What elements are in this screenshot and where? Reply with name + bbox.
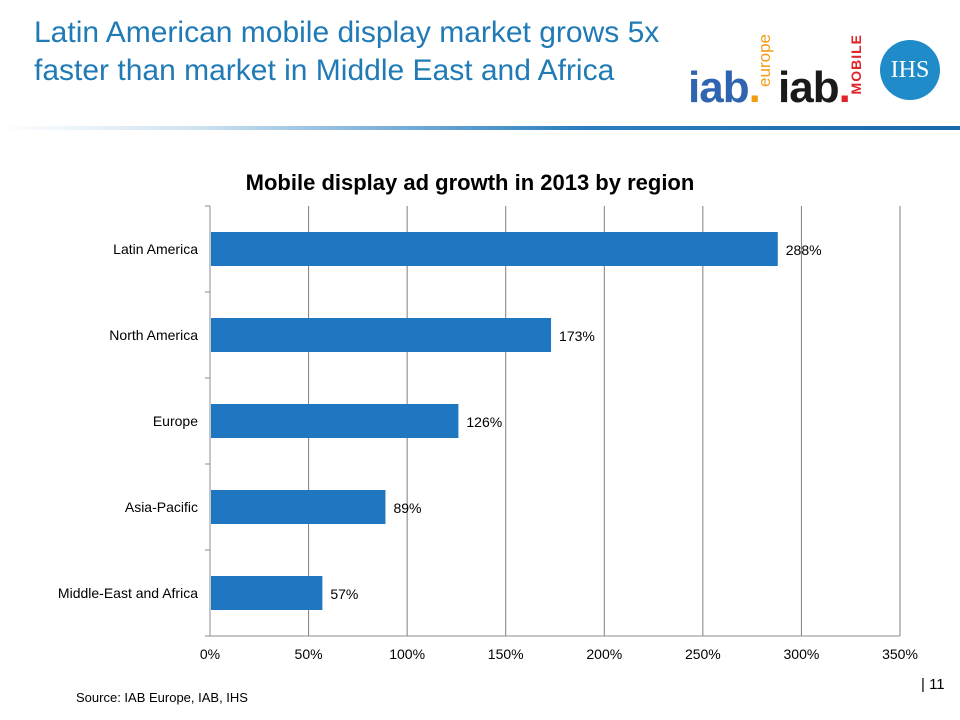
header-divider [0,126,960,130]
value-label: 57% [330,586,358,602]
x-tick-label: 250% [685,646,721,662]
x-tick-label: 300% [784,646,820,662]
category-label: Latin America [113,241,198,257]
chart-title: Mobile display ad growth in 2013 by regi… [245,170,695,195]
slide-title: Latin American mobile display market gro… [34,16,660,87]
bar [211,576,323,610]
source-note: Source: IAB Europe, IAB, IHS [76,690,248,705]
bar [211,490,386,524]
value-label: 126% [466,414,502,430]
value-label: 89% [393,500,421,516]
page-number: | 11 [921,676,945,693]
category-label: North America [109,327,198,343]
x-tick-label: 200% [586,646,622,662]
x-tick-label: 50% [295,646,323,662]
axes [205,205,900,637]
ihs-logo: IHS [880,40,940,100]
category-label: Europe [153,413,198,429]
grid-lines [308,206,901,636]
labels: 0% 50% 100% 150% 200% 250% 300% 350% Latin Ameri… [58,241,918,662]
iab-mobile-subtitle: MOBILE [848,34,864,95]
category-label: Asia-Pacific [125,499,198,515]
bar-chart: 0% 50% 100% 150% 200% 250% 300% 350% Latin Ameri… [58,205,918,662]
x-tick-label: 150% [488,646,524,662]
value-label: 173% [559,328,595,344]
iab-mobile-logo: iab. [778,63,851,112]
iab-europe-wordmark: iab [688,63,750,112]
bar [211,318,552,352]
iab-europe-subtitle: europe [755,34,774,87]
bar [211,404,459,438]
bars [211,232,778,610]
x-tick-label: 0% [200,646,220,662]
iab-europe-logo: iab. [688,63,761,112]
x-tick-label: 100% [389,646,425,662]
value-label: 288% [786,242,822,258]
bar [211,232,778,266]
iab-mobile-wordmark: iab [778,63,840,112]
x-tick-label: 350% [882,646,918,662]
logo-group: iab. europe iab. MOBILE IHS [688,34,950,118]
category-label: Middle-East and Africa [58,585,198,601]
